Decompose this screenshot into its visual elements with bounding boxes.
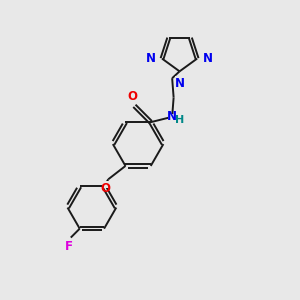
Bar: [128, 97, 136, 104]
Text: O: O: [101, 182, 111, 195]
Bar: [150, 55, 158, 62]
Text: N: N: [203, 52, 213, 65]
Text: H: H: [175, 115, 184, 125]
Bar: [168, 114, 176, 120]
Text: N: N: [146, 52, 156, 65]
Bar: [176, 116, 183, 123]
Bar: [176, 76, 184, 83]
Bar: [201, 55, 210, 62]
Bar: [102, 182, 110, 188]
Text: O: O: [127, 91, 137, 103]
Bar: [65, 240, 74, 246]
Text: F: F: [65, 240, 73, 253]
Text: N: N: [167, 110, 177, 123]
Text: N: N: [175, 77, 184, 90]
